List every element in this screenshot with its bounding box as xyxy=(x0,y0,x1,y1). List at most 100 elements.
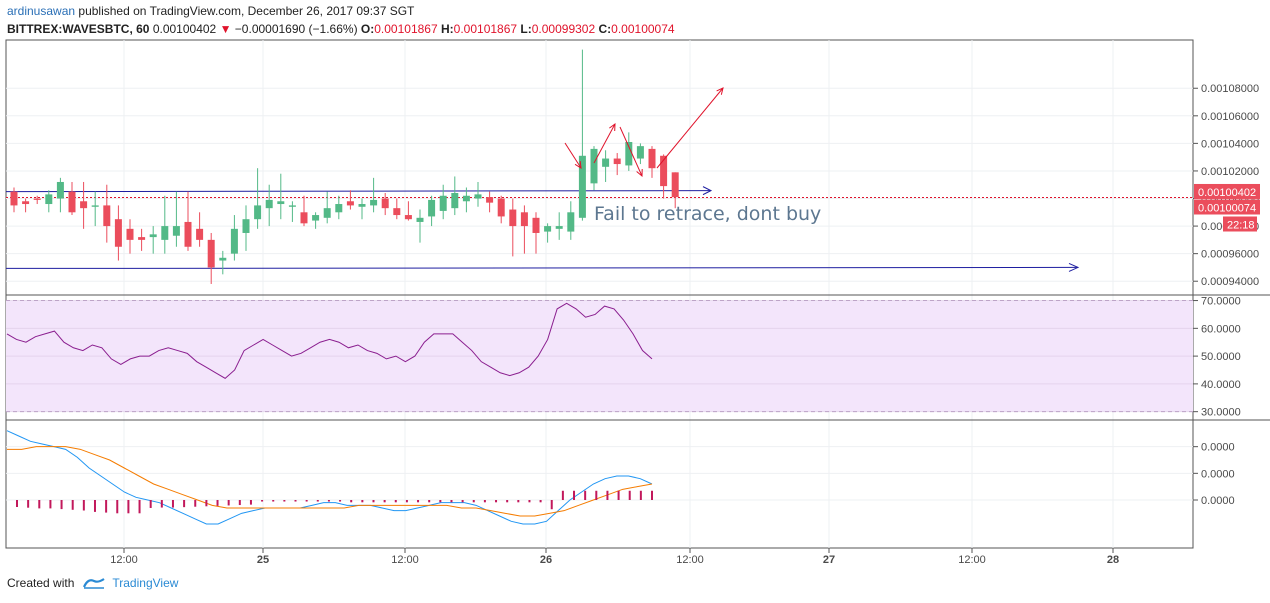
y-tick-label: 0.00106000 xyxy=(1201,111,1259,123)
rsi-tick-label: 60.0000 xyxy=(1201,323,1241,335)
x-tick-label: 26 xyxy=(540,554,552,566)
candle-body xyxy=(381,198,389,209)
candle-body xyxy=(265,199,273,209)
candle-body xyxy=(648,148,656,169)
candle-body xyxy=(497,198,505,217)
candle-body xyxy=(602,158,610,167)
candle-body xyxy=(103,205,111,227)
rsi-tick-label: 50.0000 xyxy=(1201,351,1241,363)
candle-body xyxy=(520,212,528,227)
candle-body xyxy=(509,209,517,227)
low-value: 0.00099302 xyxy=(531,22,596,36)
candle-body xyxy=(33,198,41,200)
annotation-arrow xyxy=(619,126,643,177)
candle-body xyxy=(613,158,621,165)
candle-body xyxy=(172,226,180,236)
y-tick-label: 0.00108000 xyxy=(1201,83,1259,95)
macd-tick-label: 0.0000 xyxy=(1201,468,1235,480)
annotation-arrowhead xyxy=(609,122,616,132)
candle-body xyxy=(567,212,575,232)
ohlc-legend: BITTREX:WAVESBTC, 60 0.00100402 ▼ −0.000… xyxy=(7,22,675,36)
annotation-arrowhead xyxy=(636,168,643,178)
rsi-tick-label: 30.0000 xyxy=(1201,407,1241,419)
candle-body xyxy=(532,217,540,233)
candle-body xyxy=(428,199,436,217)
symbol-label: BITTREX:WAVESBTC, 60 xyxy=(7,22,150,36)
open-label: O: xyxy=(360,22,375,36)
author-link[interactable]: ardinusawan xyxy=(7,4,76,18)
candle-body xyxy=(636,146,644,159)
candle-body xyxy=(288,205,296,207)
candle-body xyxy=(462,195,470,202)
y-tick-label: 0.00102000 xyxy=(1201,166,1259,178)
candle-body xyxy=(671,172,679,198)
rsi-tick-label: 40.0000 xyxy=(1201,379,1241,391)
candle-body xyxy=(323,208,331,218)
price-change: −0.00001690 (−1.66%) xyxy=(234,22,358,36)
candle-body xyxy=(219,257,227,261)
x-tick-label: 25 xyxy=(257,554,269,566)
candle-body xyxy=(416,217,424,222)
candle-body xyxy=(242,219,250,233)
candle-body xyxy=(22,201,30,205)
candle-body xyxy=(625,142,633,166)
resistance-line xyxy=(5,190,711,193)
candle-body xyxy=(91,205,99,207)
rsi-band xyxy=(6,300,1193,412)
footer: Created with TradingView xyxy=(7,576,178,590)
candle-body xyxy=(439,195,447,211)
candle-body xyxy=(300,212,308,224)
candle-body xyxy=(660,155,668,187)
candle-body xyxy=(68,191,76,213)
support-line xyxy=(5,266,1078,269)
candle-body xyxy=(207,239,215,268)
y-tick-label: 0.00104000 xyxy=(1201,138,1259,150)
candle-body xyxy=(590,148,598,184)
low-label: L: xyxy=(520,22,532,36)
candle-body xyxy=(45,194,53,205)
candle-body xyxy=(544,226,552,232)
published-text: published on TradingView.com, December 2… xyxy=(78,4,415,18)
candle-body xyxy=(335,204,343,213)
last-price: 0.00100402 xyxy=(152,22,217,36)
candle-body xyxy=(10,191,18,206)
annotation-arrow xyxy=(656,87,724,169)
candle-body xyxy=(138,237,146,240)
price-label: 0.00100402 xyxy=(1198,187,1256,199)
high-value: 0.00101867 xyxy=(453,22,518,36)
candle-body xyxy=(312,215,320,221)
candle-body xyxy=(277,201,285,205)
candle-body xyxy=(114,219,122,247)
macd-tick-label: 0.0000 xyxy=(1201,495,1235,507)
candle-body xyxy=(555,226,563,229)
x-tick-label: 12:00 xyxy=(958,554,986,566)
annotation-arrow xyxy=(593,123,616,164)
close-label: C: xyxy=(598,22,612,36)
candle-body xyxy=(578,155,586,218)
candle-body xyxy=(161,226,169,240)
candle-body xyxy=(149,234,157,238)
candle-body xyxy=(393,208,401,216)
candle-body xyxy=(451,193,459,209)
x-tick-label: 28 xyxy=(1107,554,1119,566)
rsi-line xyxy=(6,302,653,379)
x-tick-label: 12:00 xyxy=(676,554,704,566)
x-tick-label: 12:00 xyxy=(391,554,419,566)
tradingview-brand[interactable]: TradingView xyxy=(112,576,179,590)
annotation-arrow xyxy=(564,142,582,169)
annotation-arrowhead xyxy=(716,87,724,95)
candle-body xyxy=(346,201,354,206)
plot-frame xyxy=(5,39,1194,549)
annotation-text: Fail to retrace, dont buy xyxy=(594,203,821,225)
price-label-box xyxy=(1223,216,1257,232)
candle-body xyxy=(254,205,262,220)
candle-body xyxy=(474,194,482,199)
macd-tick-label: 0.0000 xyxy=(1201,442,1235,454)
candle-body xyxy=(126,228,134,240)
change-arrow-icon: ▼ xyxy=(219,22,232,36)
y-tick-label: 0.00096000 xyxy=(1201,249,1259,261)
candle-body xyxy=(404,215,412,220)
candle-body xyxy=(486,197,494,203)
x-tick-label: 12:00 xyxy=(110,554,138,566)
